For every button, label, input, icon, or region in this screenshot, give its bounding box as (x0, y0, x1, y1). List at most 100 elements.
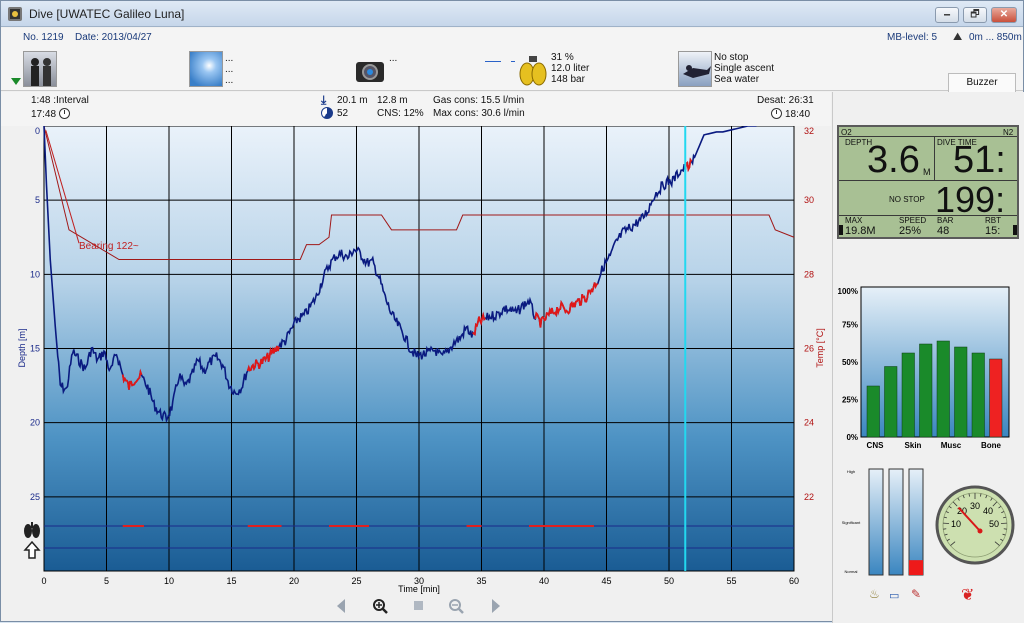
tissue-bar (867, 386, 880, 437)
entry-time: 17:48 (31, 109, 56, 120)
lcd-depth-unit: M (923, 167, 931, 177)
next-button[interactable] (492, 599, 500, 613)
cns-value: CNS: 12% (377, 108, 424, 119)
tissue-y-tick: 0% (846, 433, 858, 442)
bubble-level-label: High (847, 469, 855, 474)
stop-button[interactable] (414, 601, 423, 610)
x-axis-label: Time [min] (398, 584, 440, 594)
bubble-level-bars: High Significant Normal (837, 461, 929, 581)
gauge-dial: 1020304050 (934, 484, 1016, 566)
weather-line-3: ... (225, 75, 233, 86)
x-tick-label: 15 (226, 576, 236, 586)
weather-icon[interactable] (189, 51, 223, 87)
lcd-bar-value: 48 (937, 225, 949, 237)
tissue-bar (937, 341, 950, 437)
zoom-in-button[interactable] (374, 600, 387, 613)
water-type: Sea water (714, 74, 759, 85)
desat-time: Desat: 26:31 (757, 95, 814, 106)
avg-depth: 12.8 m (377, 95, 408, 106)
gas-consumption: Gas cons: 15.5 l/min (433, 95, 524, 106)
bubble-level-bar (889, 469, 903, 575)
tissue-y-tick: 50% (842, 358, 858, 367)
app-icon (8, 7, 22, 21)
bubble-level-label: Normal (845, 569, 858, 574)
minimize-button[interactable]: 🗕 (935, 7, 959, 23)
max-depth: 20.1 m (337, 95, 368, 106)
y2-axis-label: Temp [°C] (815, 328, 825, 368)
lcd-depth-value: 3.6 (867, 141, 920, 179)
camera-line-1: ... (389, 53, 397, 64)
camera-icon[interactable] (352, 51, 386, 87)
tank-o2: 31 % (551, 52, 574, 63)
buzzer-label: Buzzer (966, 77, 997, 88)
y-tick-label: 0 (35, 126, 40, 136)
x-tick-label: 10 (164, 576, 174, 586)
bearing-annotation: Bearing 122~ (79, 241, 139, 252)
restore-button[interactable]: 🗗 (963, 7, 987, 23)
lcd-rbt-label: RBT (985, 216, 1001, 225)
buddy-photo[interactable] (23, 51, 57, 87)
ascent-type: Single ascent (714, 63, 774, 74)
o2-value: 52 (337, 108, 348, 119)
y2-tick-label: 28 (804, 269, 814, 279)
y2-tick-label: 32 (804, 126, 814, 136)
dive-type-icon[interactable] (678, 51, 712, 87)
x-tick-label: 0 (41, 576, 46, 586)
exit-time: 18:40 (785, 109, 810, 120)
x-tick-label: 50 (664, 576, 674, 586)
lcd-max-value: 19.8M (845, 225, 876, 237)
tissue-y-tick: 75% (842, 321, 858, 330)
temperature-sensor-icon: ♨ (869, 587, 880, 601)
lcd-bar-label: BAR (937, 216, 953, 225)
tissue-plot-area (861, 287, 1009, 437)
gauge-tick (980, 494, 981, 497)
computer-display: O2 N2 DEPTH 3.6 M DIVE TIME 51: NO STOP … (837, 125, 1019, 239)
y-tick-label: 5 (35, 195, 40, 205)
tissue-bar (920, 344, 933, 437)
bubble-level-fill (909, 560, 923, 575)
title-bar: Dive [UWATEC Galileo Luna] 🗕 🗗 ✕ (1, 1, 1023, 27)
lcd-max-label: MAX (845, 216, 862, 225)
x-tick-label: 35 (476, 576, 486, 586)
lcd-dive-time-value: 51: (953, 141, 1006, 179)
dive-date: Date: 2013/04/27 (75, 32, 152, 43)
y-tick-label: 25 (30, 492, 40, 502)
y-axis-label: Depth [m] (17, 328, 27, 367)
tissue-category-label: Bone (981, 441, 1002, 450)
y-tick-label: 10 (30, 269, 40, 279)
lungs-icon (24, 522, 40, 538)
tank-pressure: 148 bar (551, 74, 585, 85)
max-consumption: Max cons: 30.6 l/min (433, 108, 525, 119)
deco-status: No stop (714, 52, 748, 63)
tissue-category-label: Musc (941, 441, 962, 450)
mountain-icon: ⛰ (953, 31, 962, 44)
gauge-tick-label: 40 (983, 506, 993, 516)
gauge-tick (969, 494, 970, 497)
tissue-bar (990, 359, 1003, 437)
tissue-category-label: CNS (867, 441, 885, 450)
max-depth-icon: ⤓ (321, 93, 326, 108)
heart-rate-gauge: 1020304050 (934, 484, 1016, 566)
gauge-hub (978, 529, 983, 534)
lcd-speed-value: 25% (899, 225, 921, 237)
x-tick-label: 25 (351, 576, 361, 586)
pencil-icon: ✎ (911, 587, 921, 601)
mb-level: MB-level: 5 (887, 32, 937, 43)
expand-arrow-icon[interactable] (11, 78, 21, 85)
bubble-level-bar (909, 469, 923, 575)
lcd-speed-label: SPEED (899, 216, 926, 225)
x-tick-label: 20 (289, 576, 299, 586)
zoom-out-button[interactable] (450, 600, 463, 613)
bubble-level-label: Significant (842, 520, 861, 525)
tank-icon[interactable] (515, 51, 549, 87)
dive-info-bar: No. 1219 Date: 2013/04/27 MB-level: 5 ⛰ … (1, 28, 1023, 91)
prev-button[interactable] (337, 599, 345, 613)
lcd-nostop-label: NO STOP (889, 195, 925, 204)
lungs-status-icon: ❦ (961, 585, 974, 605)
close-button[interactable]: ✕ (991, 7, 1017, 23)
tissue-bar (885, 367, 898, 438)
